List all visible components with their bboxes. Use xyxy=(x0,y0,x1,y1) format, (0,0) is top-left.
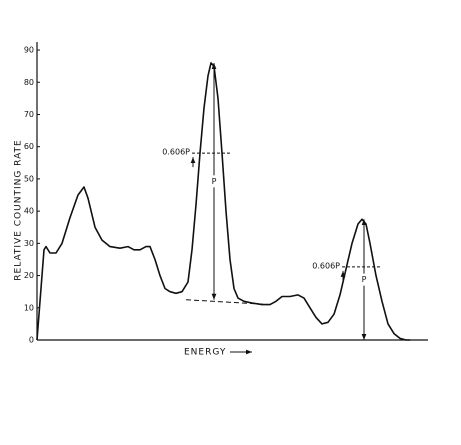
peak-label-bg xyxy=(359,273,369,286)
y-tick-label: 40 xyxy=(24,207,34,216)
y-axis-label: RELATIVE COUNTING RATE xyxy=(14,139,24,280)
y-tick-label: 80 xyxy=(24,78,34,87)
y-tick-label: 70 xyxy=(24,110,34,119)
y-tick-label: 90 xyxy=(24,46,34,55)
y-tick-label: 60 xyxy=(24,142,34,151)
peak-label: P xyxy=(212,177,217,186)
peak-label-bg xyxy=(209,175,219,188)
baseline-dashed xyxy=(185,299,271,306)
peak-label: P xyxy=(362,275,367,284)
spectrum-line xyxy=(36,62,410,341)
level-label: 0.606P xyxy=(162,148,190,157)
y-tick-label: 50 xyxy=(24,174,34,183)
y-tick-label: 0 xyxy=(29,336,34,345)
y-tick-label: 30 xyxy=(24,239,34,248)
y-tick-label: 10 xyxy=(24,303,34,312)
level-label: 0.606P xyxy=(312,261,340,270)
y-tick-label: 20 xyxy=(24,271,34,280)
x-axis-label: ENERGY xyxy=(184,348,226,358)
